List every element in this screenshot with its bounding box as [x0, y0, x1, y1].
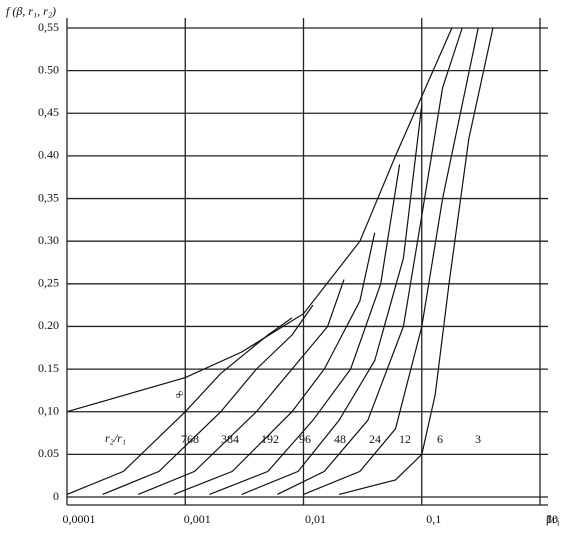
curve-label: 6 — [437, 432, 443, 446]
curve — [303, 27, 479, 495]
y-tick-label: 0.20 — [38, 318, 59, 332]
curve — [209, 164, 401, 495]
y-tick-label: 0 — [53, 489, 59, 503]
y-tick-label: 0,35 — [38, 190, 59, 204]
curve-label: 96 — [299, 432, 311, 446]
curve — [277, 27, 463, 495]
x-tick-label: 0,001 — [184, 512, 211, 526]
y-tick-label: 0.15 — [38, 361, 59, 375]
curve — [338, 27, 494, 495]
y-axis-label: f (β, r₁, r₂) — [6, 4, 56, 18]
x-tick-label: 0,0001 — [63, 512, 96, 526]
y-tick-label: 0.05 — [38, 446, 59, 460]
y-tick-label: 0.30 — [38, 233, 59, 247]
y-tick-label: 0,45 — [38, 105, 59, 119]
curve-label: 12 — [399, 432, 411, 446]
curve — [137, 279, 345, 495]
y-tick-label: 0.40 — [38, 148, 59, 162]
y-tick-label: 0,55 — [38, 20, 59, 34]
x-axis-label: βr₁ — [546, 512, 560, 526]
x-tick-label: 0,01 — [305, 512, 326, 526]
curve — [173, 232, 376, 495]
y-tick-label: 0,25 — [38, 276, 59, 290]
legend-title: r₂/r₁ — [105, 431, 126, 445]
curve-label: 192 — [261, 432, 279, 446]
curve-label: 24 — [369, 432, 381, 446]
curve-label: 768 — [181, 432, 199, 446]
curve-label: 48 — [334, 432, 346, 446]
curve-label: 3 — [475, 432, 481, 446]
curve — [241, 104, 423, 495]
y-tick-label: 0.50 — [38, 62, 59, 76]
y-tick-label: 0,10 — [38, 403, 59, 417]
curve — [102, 304, 314, 495]
curve — [66, 317, 293, 495]
curve — [66, 27, 453, 413]
x-tick-label: 10 — [546, 512, 558, 526]
x-tick-label: 0,1 — [426, 512, 441, 526]
